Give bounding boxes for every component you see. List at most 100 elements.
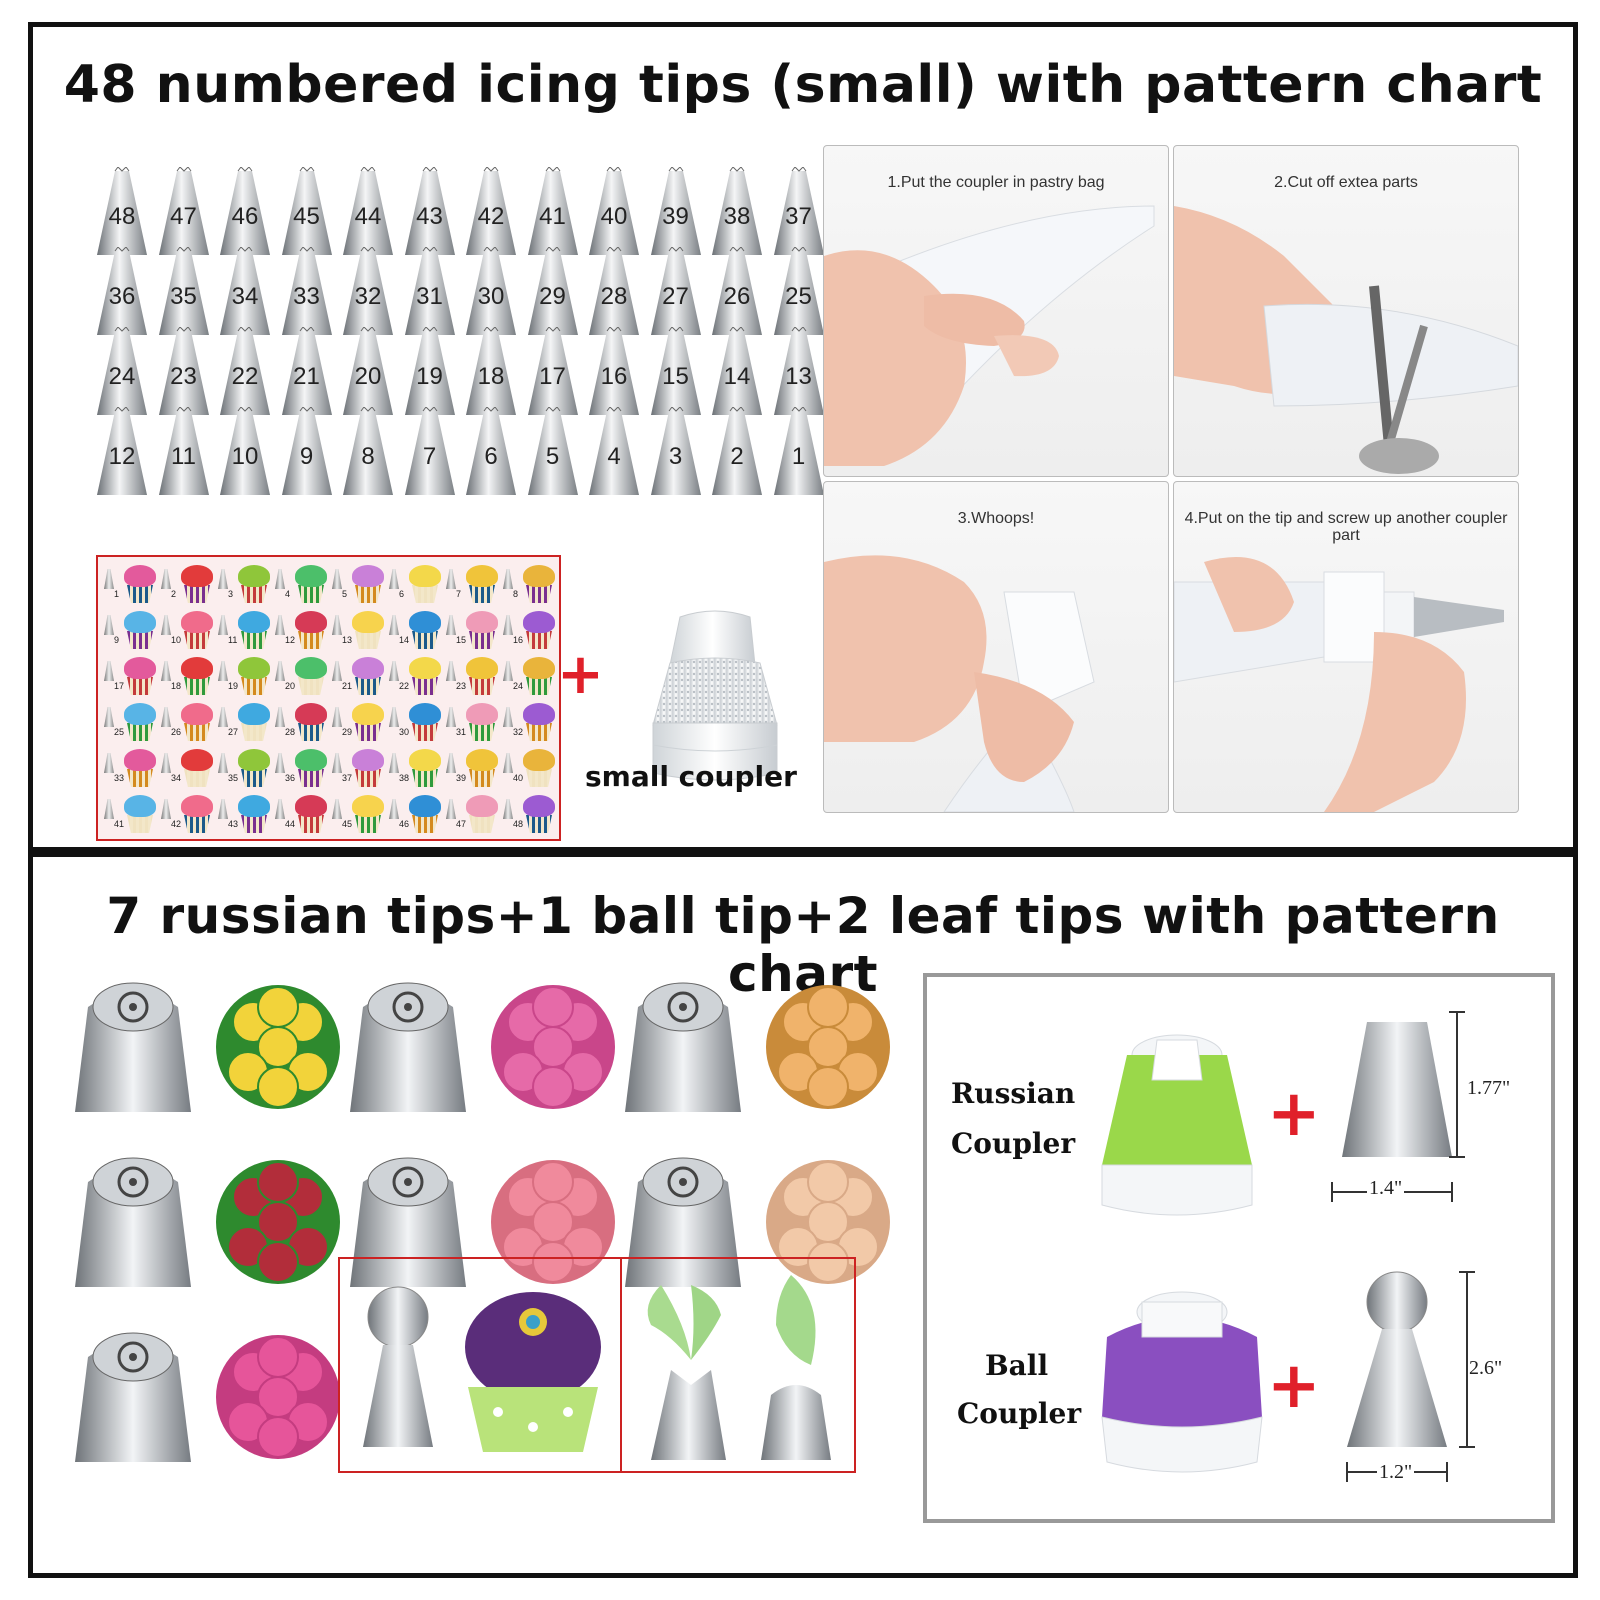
chart-tip-number: 27	[228, 727, 239, 737]
chart-cupcake	[350, 795, 386, 835]
chart-tip	[275, 707, 285, 727]
chart-cupcake	[122, 749, 158, 789]
chart-tip-number: 23	[456, 681, 467, 691]
chart-tip	[104, 707, 114, 727]
icing-tip: 11	[155, 407, 213, 497]
chart-cupcake	[179, 795, 215, 835]
chart-tip	[446, 615, 456, 635]
chart-tip-number: 34	[171, 773, 182, 783]
chart-tip	[503, 799, 513, 819]
icing-tip-number: 42	[477, 203, 505, 230]
icing-tip-number: 10	[231, 443, 259, 470]
ball-coupler-label-line1: Ball	[985, 1349, 1049, 1382]
icing-tip: 25	[770, 247, 828, 337]
chart-tip	[332, 569, 342, 589]
chart-tip	[503, 615, 513, 635]
icing-tip-number: 13	[785, 363, 812, 390]
step-1-panel: 1.Put the coupler in pastry bag	[823, 145, 1169, 477]
russian-tip-width: 1.4"	[1367, 1177, 1405, 1200]
chart-tip	[275, 661, 285, 681]
icing-tip: 42	[462, 167, 520, 257]
chart-tip-number: 24	[513, 681, 524, 691]
chart-tip	[275, 799, 285, 819]
icing-tip-number: 37	[785, 203, 812, 230]
chart-tip	[218, 707, 228, 727]
chart-tip-number: 48	[513, 819, 524, 829]
icing-tip-number: 36	[108, 283, 136, 310]
chart-cupcake	[293, 749, 329, 789]
icing-tip-number: 34	[231, 283, 259, 310]
chart-cupcake	[122, 611, 158, 651]
chart-tip	[218, 799, 228, 819]
icing-tip: 6	[462, 407, 520, 497]
chart-cupcake	[293, 657, 329, 697]
icing-tip-number: 45	[293, 203, 320, 230]
chart-tip	[218, 753, 228, 773]
chart-cupcake	[179, 657, 215, 697]
icing-tip: 40	[585, 167, 643, 257]
icing-tip-number: 33	[293, 283, 320, 310]
icing-tip-number: 31	[416, 283, 443, 310]
icing-tip-number: 41	[539, 203, 566, 230]
icing-tip: 21	[278, 327, 336, 417]
ball-plus-sign: +	[1267, 1349, 1321, 1423]
step-4-panel: 4.Put on the tip and screw up another co…	[1173, 481, 1519, 813]
chart-tip-number: 6	[399, 589, 405, 599]
icing-tip: 32	[339, 247, 397, 337]
chart-cupcake	[293, 703, 329, 743]
icing-tip: 8	[339, 407, 397, 497]
chart-tip-number: 9	[114, 635, 120, 645]
icing-tip: 22	[216, 327, 274, 417]
icing-tip-number: 40	[600, 203, 628, 230]
chart-tip	[161, 753, 171, 773]
chart-tip-number: 17	[114, 681, 125, 691]
chart-cupcake	[236, 795, 272, 835]
chart-tip	[104, 661, 114, 681]
chart-tip-number: 28	[285, 727, 296, 737]
chart-tip	[104, 569, 114, 589]
chart-tip	[446, 661, 456, 681]
chart-cupcake	[407, 611, 443, 651]
russian-coupler-label-line1: Russian	[951, 1077, 1076, 1110]
icing-tip-number: 16	[600, 363, 628, 390]
icing-tip: 12	[93, 407, 151, 497]
chart-tip-number: 36	[285, 773, 296, 783]
russian-tip-image	[625, 982, 741, 1112]
chart-tip-number: 13	[342, 635, 353, 645]
plus-sign: +	[557, 642, 604, 707]
icing-tip: 47	[155, 167, 213, 257]
icing-tip: 2	[708, 407, 766, 497]
flower-pattern-image	[216, 985, 340, 1109]
chart-cupcake	[122, 565, 158, 605]
icing-tip-number: 29	[539, 283, 566, 310]
ball-tip-height: 2.6"	[1469, 1357, 1503, 1379]
step-2-caption: 2.Cut off extea parts	[1274, 174, 1418, 191]
chart-tip	[104, 799, 114, 819]
icing-tip-number: 39	[662, 203, 689, 230]
tip-pattern-chart: 1 2 3 4 5 6 7 8 9 10 11 12 13 14 15 16 17 18 19 20 21 22 23 24 2…	[96, 555, 561, 841]
chart-tip	[446, 799, 456, 819]
icing-tip-number: 21	[293, 363, 320, 390]
chart-tip	[389, 753, 399, 773]
icing-tip: 34	[216, 247, 274, 337]
chart-cupcake	[521, 749, 557, 789]
icing-tip-number: 26	[723, 283, 751, 310]
chart-tip	[161, 661, 171, 681]
chart-tip-number: 25	[114, 727, 125, 737]
chart-cupcake	[407, 565, 443, 605]
chart-tip-number: 47	[456, 819, 467, 829]
chart-cupcake	[464, 657, 500, 697]
chart-cupcake	[464, 749, 500, 789]
icing-tip-number: 47	[170, 203, 197, 230]
icing-tip: 39	[647, 167, 705, 257]
icing-tip: 9	[278, 407, 336, 497]
chart-tip-number: 30	[399, 727, 410, 737]
chart-tip	[104, 615, 114, 635]
chart-tip	[275, 753, 285, 773]
icing-tip: 1	[770, 407, 828, 497]
icing-tip: 3	[647, 407, 705, 497]
chart-tip	[503, 753, 513, 773]
chart-tip-number: 8	[513, 589, 519, 599]
icing-tip: 44	[339, 167, 397, 257]
chart-cupcake	[236, 703, 272, 743]
